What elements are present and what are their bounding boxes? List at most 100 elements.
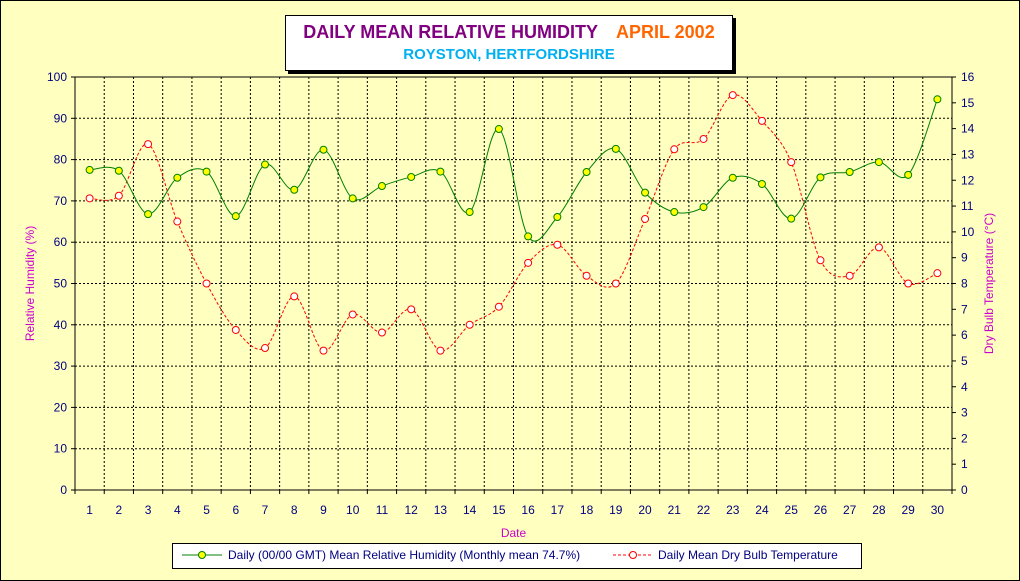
left-tick-label: 70 [54,194,68,208]
humidity-data-point [816,173,825,182]
humidity-data-point [611,144,620,153]
title-box: DAILY MEAN RELATIVE HUMIDITY APRIL 2002 R… [285,15,733,71]
humidity-data-point [874,158,883,167]
temperature-data-point [904,279,913,288]
humidity-data-point [261,160,270,169]
left-axis-ticks: 0 10 20 30 40 50 60 70 80 90 100 [47,70,75,497]
chart-title: DAILY MEAN RELATIVE HUMIDITY [303,22,598,42]
humidity-data-point [144,210,153,219]
x-tick-label: 27 [843,503,857,517]
temperature-data-point [641,214,650,223]
humidity-data-point [787,214,796,223]
humidity-data-point [524,232,533,241]
x-tick-label: 12 [405,503,419,517]
x-tick-label: 18 [580,503,594,517]
humidity-data-point [465,208,474,217]
right-tick-label: 12 [961,173,975,187]
temperature-data-point [874,243,883,252]
right-tick-label: 0 [961,483,968,497]
right-tick-label: 5 [961,354,968,368]
humidity-data-point [202,167,211,176]
humidity-data-point [407,172,416,181]
left-tick-label: 90 [54,111,68,125]
series-layer [85,91,942,355]
humidity-data-point [641,188,650,197]
temperature-data-point [436,346,445,355]
right-tick-label: 3 [961,406,968,420]
x-tick-label: 1 [86,503,93,517]
left-tick-label: 10 [54,442,68,456]
x-tick-label: 19 [609,503,623,517]
temperature-data-point [845,271,854,280]
x-tick-label: 7 [262,503,269,517]
temperature-data-point [465,320,474,329]
x-tick-label: 21 [668,503,682,517]
temperature-data-point [611,279,620,288]
temperature-data-point [582,271,591,280]
temperature-data-point [728,91,737,100]
temperature-data-point [202,279,211,288]
right-tick-label: 15 [961,96,975,110]
left-tick-label: 20 [54,400,68,414]
x-tick-label: 17 [551,503,565,517]
temperature-data-point [377,328,386,337]
right-tick-label: 2 [961,431,968,445]
x-tick-label: 28 [872,503,886,517]
right-tick-label: 10 [961,225,975,239]
temperature-data-point [699,134,708,143]
humidity-data-point [582,167,591,176]
humidity-data-point [670,208,679,217]
humidity-data-point [845,167,854,176]
humidity-data-point [319,145,328,154]
x-tick-label: 11 [376,503,389,517]
x-tick-label: 30 [931,503,945,517]
temperature-data-point [407,305,416,314]
temperature-data-point [114,191,123,200]
left-axis-title: Relative Humidity (%) [23,226,37,341]
x-tick-label: 23 [726,503,740,517]
chart-title-date: APRIL 2002 [615,22,715,42]
x-tick-label: 14 [463,503,477,517]
humidity-data-point [728,173,737,182]
humidity-data-point [114,166,123,175]
x-axis-title: Date [501,526,527,540]
grid-lines [75,77,952,490]
x-tick-label: 25 [785,503,799,517]
humidity-data-point [348,194,357,203]
x-tick-label: 13 [434,503,448,517]
right-tick-label: 1 [961,457,968,471]
title-line: DAILY MEAN RELATIVE HUMIDITY APRIL 2002 [286,22,732,43]
x-axis-ticks: 1 2 3 4 5 6 7 8 9 10 11 12 13 14 15 16 17 18 19 20 21 22 23 24 2… [74,490,953,517]
x-tick-label: 5 [203,503,210,517]
temperature-data-point [787,158,796,167]
legend-box [172,543,862,569]
x-tick-label: 3 [145,503,152,517]
x-tick-label: 26 [814,503,828,517]
right-axis-title: Dry Bulb Temperature (°C) [982,213,996,354]
x-tick-label: 24 [755,503,769,517]
temperature-data-point [553,240,562,249]
chart-subtitle: ROYSTON, HERTFORDSHIRE [403,46,615,63]
temperature-data-point [494,302,503,311]
temperature-data-point [816,256,825,265]
temperature-data-point [757,116,766,125]
legend-temperature-marker [629,551,637,559]
humidity-data-point [699,203,708,212]
left-tick-label: 50 [54,277,68,291]
left-tick-label: 0 [60,483,67,497]
x-tick-label: 8 [291,503,298,517]
right-tick-label: 14 [961,122,975,136]
right-tick-label: 8 [961,277,968,291]
humidity-data-point [377,182,386,191]
left-tick-label: 80 [54,153,68,167]
x-tick-label: 16 [521,503,535,517]
temperature-data-point [670,145,679,154]
temperature-data-point [348,310,357,319]
left-tick-label: 60 [54,235,68,249]
x-tick-label: 2 [116,503,123,517]
x-tick-label: 15 [492,503,506,517]
humidity-data-point [933,95,942,104]
right-tick-label: 7 [961,302,968,316]
temperature-data-point [231,325,240,334]
